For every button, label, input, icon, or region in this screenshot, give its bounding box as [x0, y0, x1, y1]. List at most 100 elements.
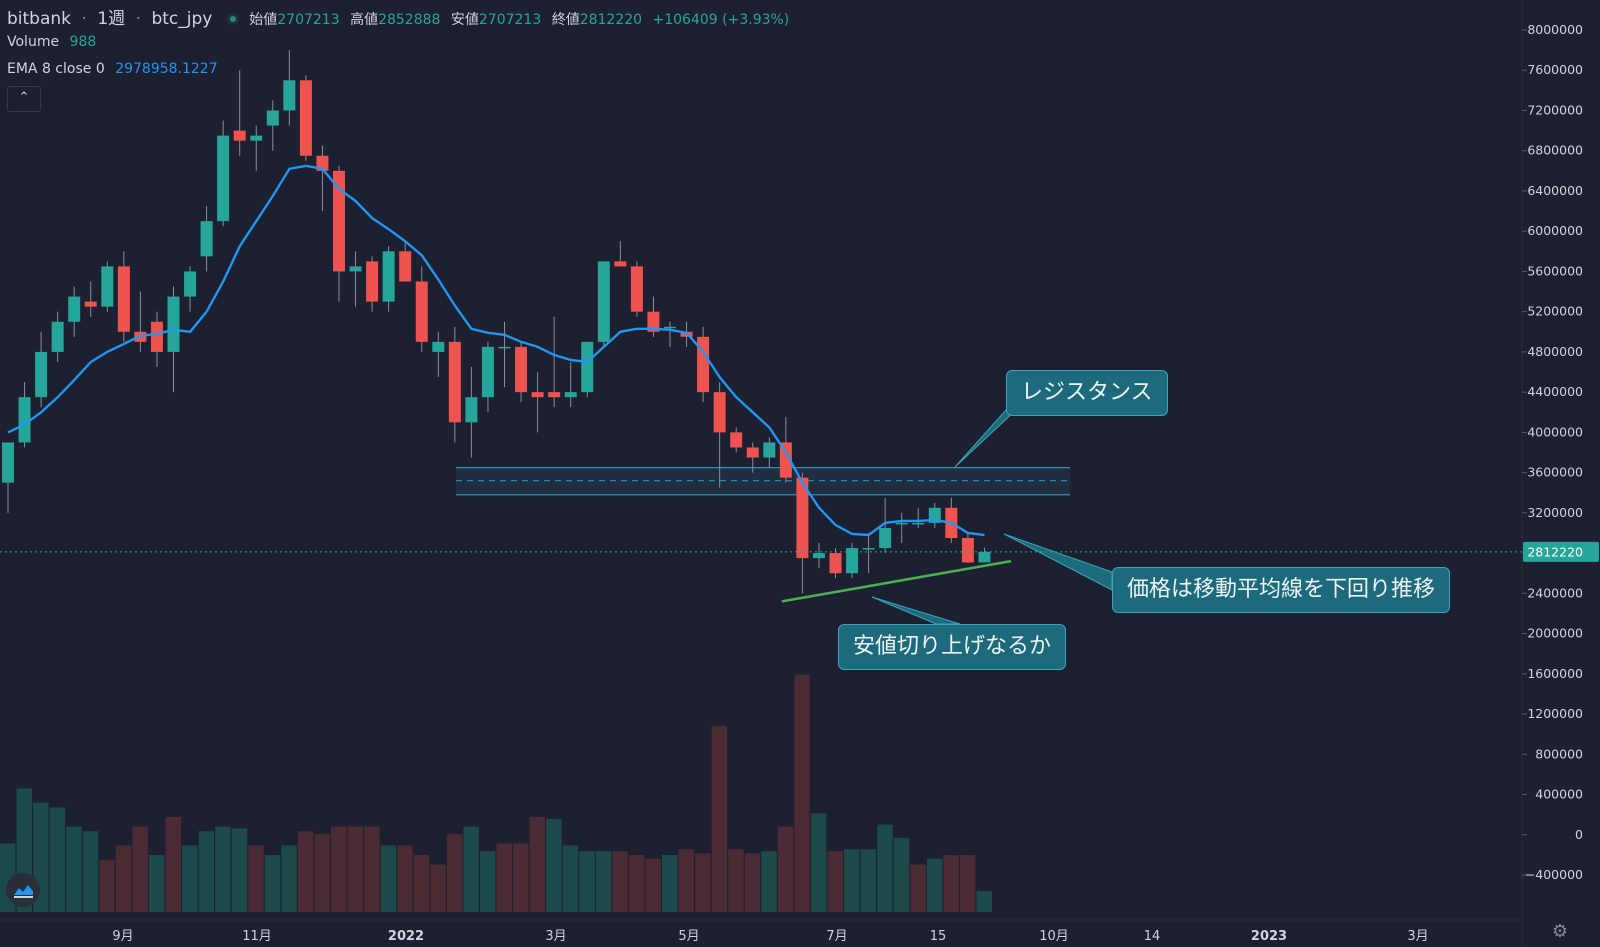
change-value: +106409 (+3.93%) [652, 12, 790, 28]
volume-bar [529, 817, 546, 912]
candle-up [498, 346, 511, 349]
candle-up [51, 321, 64, 352]
candle-down [515, 346, 528, 393]
resistance-callout[interactable]: レジスタンス [1006, 370, 1168, 416]
candle-down [366, 261, 379, 302]
exchange-name[interactable]: bitbank [7, 9, 72, 29]
volume-bar [264, 855, 281, 912]
volume-bar [860, 849, 877, 912]
candle-down [333, 170, 345, 272]
ema-label: EMA 8 close 0 [7, 61, 105, 77]
price-axis-label: 5600000 [1527, 263, 1583, 278]
volume-bar [595, 851, 612, 912]
volume-bar [711, 725, 728, 912]
volume-bar [198, 831, 215, 912]
candle-up [382, 251, 395, 302]
candle-down [299, 80, 312, 156]
price-axis-label: 2000000 [1527, 626, 1583, 641]
volume-bar [413, 855, 430, 912]
volume-bar [810, 813, 827, 912]
price-axis-label: 6800000 [1527, 143, 1583, 158]
volume-bar [910, 864, 926, 912]
candle-up [664, 326, 676, 329]
price-axis-label: 4000000 [1527, 424, 1583, 439]
price-axis-label: 2400000 [1527, 585, 1583, 600]
volume-bar [761, 851, 777, 912]
candle-up [812, 553, 825, 559]
candle-up [862, 548, 875, 550]
volume-bar [579, 851, 595, 912]
time-axis-label: 15 [930, 929, 947, 944]
volume-bar [877, 824, 893, 912]
volume-bar [976, 891, 992, 912]
volume-bar [148, 855, 165, 912]
symbol-label[interactable]: btc_jpy [151, 9, 213, 29]
volume-bar [165, 817, 181, 912]
candle-down [531, 392, 544, 398]
below-ma-callout[interactable]: 価格は移動平均線を下回り推移 [1112, 567, 1451, 613]
candle-down [630, 266, 643, 312]
price-axis-label: 800000 [1535, 746, 1583, 761]
time-axis-label: 3月 [545, 929, 566, 944]
price-axis-label: 7600000 [1527, 62, 1583, 77]
volume-bar [281, 845, 297, 912]
volume-bar [314, 834, 330, 912]
price-axis-label: 8000000 [1527, 22, 1583, 37]
last-price-badge [1523, 541, 1599, 562]
candle-up [978, 551, 991, 563]
price-axis-label: 5200000 [1527, 304, 1583, 319]
candle-up [184, 271, 197, 297]
higher-lows-callout[interactable]: 安値切り上げなるか [838, 624, 1067, 670]
volume-bar [612, 851, 628, 912]
price-axis-label: 6000000 [1527, 223, 1583, 238]
interval-label[interactable]: 1週 [97, 9, 126, 29]
volume-bar [397, 845, 413, 912]
candle-up [200, 221, 213, 257]
volume-bar [99, 859, 115, 912]
candle-down [829, 553, 842, 574]
volume-bar [49, 807, 66, 912]
candle-down [713, 392, 726, 433]
volume-bar [695, 853, 711, 912]
volume-bar [463, 826, 479, 912]
candle-down [448, 341, 461, 423]
volume-bar [662, 855, 678, 912]
time-axis-label: 2022 [388, 929, 424, 944]
time-axis-label: 14 [1144, 929, 1161, 944]
time-axis-label: 11月 [242, 929, 272, 944]
support-trendline [781, 559, 1012, 603]
time-axis-label: 9月 [112, 929, 133, 944]
close-label: 終値 [551, 12, 580, 28]
gear-icon[interactable]: ⚙ [1551, 921, 1569, 942]
candle-up [432, 341, 445, 352]
chevron-up-icon[interactable]: ⌃ [7, 86, 41, 112]
volume-bar [347, 826, 364, 912]
volume-label: Volume [7, 34, 60, 50]
price-axis-label: 0 [1575, 827, 1583, 842]
volume-bar [479, 851, 496, 912]
ema-legend[interactable]: EMA 8 close 0 2978958.1227 [7, 61, 224, 77]
candle-down [399, 251, 412, 282]
candle-up [895, 522, 908, 525]
candle-up [35, 351, 48, 398]
volume-bar [364, 826, 380, 912]
candle-down [84, 301, 97, 307]
high-value: 2852888 [378, 12, 441, 28]
ema-line [7, 164, 985, 537]
volume-bar [943, 855, 959, 912]
time-axis-label: 10月 [1039, 929, 1069, 944]
candle-up [2, 442, 14, 483]
volume-bar [446, 834, 463, 912]
volume-bar [678, 849, 695, 912]
volume-bar [827, 851, 843, 912]
candle-up [597, 261, 610, 342]
market-status-icon [226, 13, 239, 25]
candle-down [796, 477, 809, 559]
tradingview-logo-icon[interactable] [6, 873, 40, 907]
volume-legend[interactable]: Volume 988 [7, 34, 102, 50]
volume-bar [182, 845, 198, 912]
candle-up [18, 397, 31, 443]
time-axis-label: 2023 [1251, 929, 1287, 944]
volume-bar [893, 837, 910, 912]
